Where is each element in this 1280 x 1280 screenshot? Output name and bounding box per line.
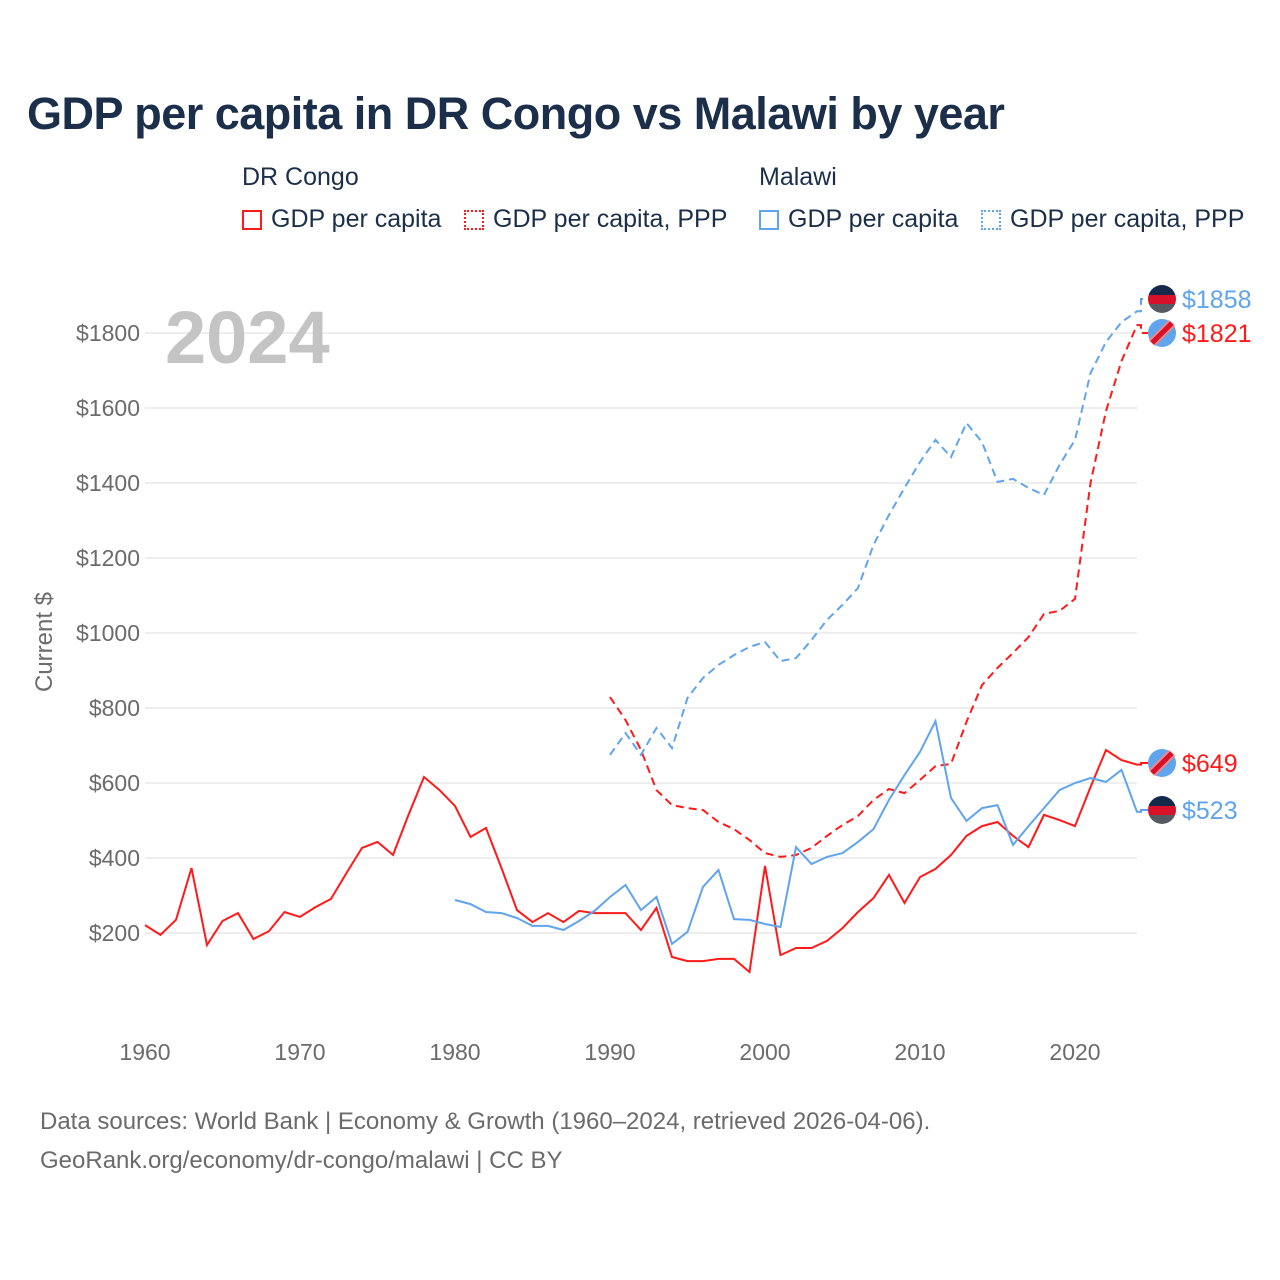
- x-tick-label: 2020: [1049, 1039, 1100, 1065]
- malawi-flag-icon: [1148, 285, 1176, 313]
- legend-drc-gdp[interactable]: GDP per capita: [242, 205, 441, 234]
- year-watermark: 2024: [165, 296, 330, 379]
- footer-link[interactable]: GeoRank.org/economy/dr-congo/malawi | CC…: [40, 1147, 563, 1174]
- legend-swatch-dotted-red: [464, 209, 484, 230]
- end-value-label: $649: [1182, 750, 1238, 778]
- y-tick-label: $600: [89, 770, 140, 796]
- y-tick-label: $1800: [76, 320, 140, 346]
- series-line-0: [144, 748, 1150, 974]
- y-tick-label: $1200: [76, 545, 140, 571]
- drc-flag-icon: [1148, 319, 1176, 347]
- legend-malawi-gdp[interactable]: GDP per capita: [759, 205, 958, 234]
- legend-malawi-ppp[interactable]: GDP per capita, PPP: [981, 205, 1244, 234]
- legend-swatch-solid-blue: [759, 209, 779, 230]
- legend-label: GDP per capita: [788, 205, 959, 233]
- y-tick-label: $200: [89, 920, 140, 946]
- legend-swatch-dotted-blue: [981, 209, 1001, 230]
- x-tick-label: 2010: [894, 1039, 945, 1065]
- footer-sources: Data sources: World Bank | Economy & Gro…: [40, 1108, 931, 1135]
- y-axis-label: Current $: [31, 592, 58, 692]
- series-line-2: [454, 718, 1150, 946]
- end-value-label: $1858: [1182, 286, 1252, 314]
- x-tick-label: 1960: [119, 1039, 170, 1065]
- legend-label: GDP per capita, PPP: [1010, 205, 1245, 233]
- x-tick-label: 1980: [429, 1039, 480, 1065]
- y-tick-label: $400: [89, 845, 140, 871]
- legend-label: GDP per capita: [271, 205, 442, 233]
- legend-swatch-solid-red: [242, 209, 262, 230]
- series-line-3: [609, 298, 1150, 757]
- series-line-1: [609, 324, 1150, 858]
- y-tick-label: $1000: [76, 620, 140, 646]
- end-value-label: $523: [1182, 797, 1238, 825]
- x-tick-label: 1970: [274, 1039, 325, 1065]
- legend-drc-ppp[interactable]: GDP per capita, PPP: [464, 205, 727, 234]
- end-value-label: $1821: [1182, 320, 1252, 348]
- malawi-flag-icon: [1148, 796, 1176, 824]
- x-tick-label: 1990: [584, 1039, 635, 1065]
- x-tick-label: 2000: [739, 1039, 790, 1065]
- y-tick-label: $1400: [76, 470, 140, 496]
- y-tick-label: $800: [89, 695, 140, 721]
- chart-title: GDP per capita in DR Congo vs Malawi by …: [27, 88, 1005, 139]
- legend-label: GDP per capita, PPP: [493, 205, 728, 233]
- legend-group-malawi: Malawi: [759, 163, 837, 191]
- y-tick-label: $1600: [76, 395, 140, 421]
- legend-group-drc: DR Congo: [242, 163, 359, 191]
- drc-flag-icon: [1148, 749, 1176, 777]
